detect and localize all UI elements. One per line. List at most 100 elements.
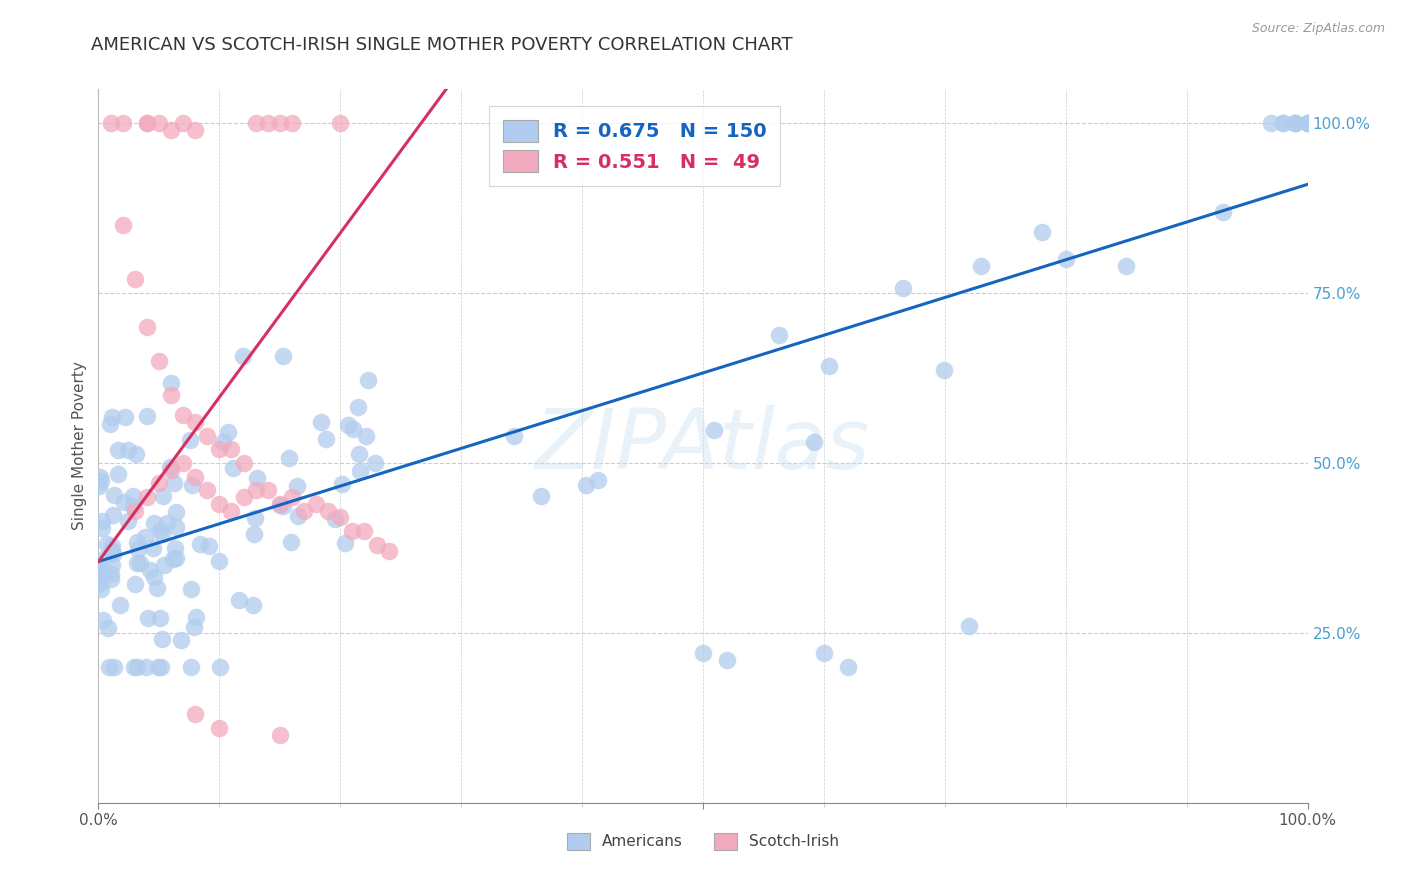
Point: [125, 447, 148, 461]
Point: [170, 633, 193, 648]
Point: [208, 721, 231, 735]
Point: [184, 469, 207, 483]
Point: [342, 422, 364, 436]
Point: [135, 660, 157, 674]
Point: [96, 537, 118, 551]
Point: [347, 400, 370, 414]
Point: [212, 434, 235, 449]
Point: [117, 443, 139, 458]
Point: [813, 646, 835, 660]
Point: [150, 660, 173, 674]
Point: [160, 388, 183, 402]
Point: [89, 561, 111, 575]
Point: [135, 320, 157, 334]
Point: [188, 537, 211, 551]
Point: [142, 570, 165, 584]
Point: [353, 524, 375, 538]
Point: [957, 619, 980, 633]
Point: [1296, 116, 1319, 130]
Point: [1054, 252, 1077, 266]
Point: [1212, 204, 1234, 219]
Point: [292, 503, 315, 517]
Point: [107, 467, 129, 481]
Point: [146, 581, 169, 595]
Point: [342, 524, 364, 538]
Point: [1296, 116, 1319, 130]
Point: [121, 499, 143, 513]
Point: [160, 123, 183, 137]
Point: [165, 541, 187, 555]
Point: [184, 610, 207, 624]
Point: [377, 544, 399, 558]
Point: [91, 552, 114, 566]
Point: [336, 418, 359, 433]
Text: ZIPAtlas: ZIPAtlas: [536, 406, 870, 486]
Point: [139, 564, 162, 578]
Point: [159, 459, 181, 474]
Point: [184, 707, 207, 722]
Point: [89, 470, 111, 484]
Point: [245, 483, 267, 498]
Point: [180, 582, 202, 596]
Point: [114, 409, 136, 424]
Point: [256, 483, 278, 498]
Point: [91, 570, 114, 584]
Point: [195, 483, 218, 498]
Point: [329, 116, 352, 130]
Point: [287, 509, 309, 524]
Y-axis label: Single Mother Poverty: Single Mother Poverty: [72, 361, 87, 531]
Point: [122, 489, 145, 503]
Point: [269, 728, 291, 742]
Point: [91, 613, 114, 627]
Point: [818, 359, 841, 374]
Point: [245, 116, 267, 130]
Point: [87, 479, 110, 493]
Point: [122, 660, 145, 674]
Point: [364, 456, 387, 470]
Point: [221, 442, 243, 457]
Point: [502, 429, 524, 443]
Point: [172, 409, 194, 423]
Point: [1284, 116, 1306, 130]
Point: [165, 505, 187, 519]
Point: [89, 567, 111, 582]
Point: [1272, 116, 1295, 130]
Point: [101, 539, 124, 553]
Point: [148, 116, 170, 130]
Point: [162, 551, 184, 566]
Point: [103, 488, 125, 502]
Point: [98, 660, 121, 674]
Point: [148, 354, 170, 368]
Point: [90, 565, 112, 579]
Point: [124, 503, 146, 517]
Point: [232, 349, 254, 363]
Point: [90, 475, 112, 489]
Point: [180, 660, 202, 674]
Point: [146, 660, 169, 674]
Point: [149, 523, 172, 537]
Point: [1296, 116, 1319, 130]
Point: [242, 598, 264, 612]
Point: [208, 554, 231, 568]
Point: [281, 116, 304, 130]
Point: [246, 471, 269, 485]
Point: [245, 511, 267, 525]
Point: [195, 429, 218, 443]
Point: [256, 116, 278, 130]
Point: [208, 497, 231, 511]
Point: [530, 489, 553, 503]
Point: [1031, 225, 1053, 239]
Point: [891, 280, 914, 294]
Point: [366, 537, 388, 551]
Point: [183, 620, 205, 634]
Point: [152, 490, 174, 504]
Point: [1284, 116, 1306, 130]
Point: [768, 328, 790, 343]
Point: [142, 516, 165, 531]
Point: [315, 432, 337, 446]
Point: [163, 476, 186, 491]
Point: [172, 456, 194, 470]
Point: [716, 653, 738, 667]
Point: [165, 550, 187, 565]
Point: [136, 611, 159, 625]
